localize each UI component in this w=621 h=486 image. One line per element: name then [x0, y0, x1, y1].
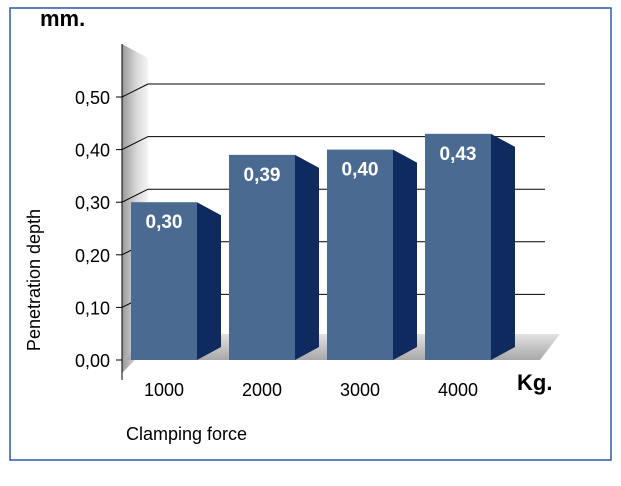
bar	[327, 149, 393, 360]
y-unit-label: mm.	[40, 6, 85, 31]
x-axis-title: Clamping force	[126, 424, 247, 444]
bar	[131, 202, 197, 360]
bar-data-label: 0,43	[440, 144, 477, 165]
x-tick-label: 1000	[144, 380, 184, 400]
x-tick-label: 3000	[340, 380, 380, 400]
x-unit-label: Kg.	[517, 370, 552, 395]
y-tick-label: 0,10	[75, 298, 110, 318]
y-axis-title: Penetration depth	[24, 209, 44, 351]
bar-data-label: 0,40	[342, 160, 379, 181]
bar-side	[295, 154, 319, 360]
bar-side	[197, 202, 221, 360]
bar	[229, 154, 295, 360]
gridline-wall	[121, 188, 149, 203]
bar-side	[491, 133, 515, 360]
y-tick-label: 0,50	[75, 88, 110, 108]
bar-side	[393, 149, 417, 360]
y-tick-label: 0,20	[75, 246, 110, 266]
bar-data-label: 0,30	[146, 212, 183, 233]
gridline-wall	[121, 136, 149, 151]
y-tick-label: 0,40	[75, 141, 110, 161]
x-tick-label: 2000	[242, 380, 282, 400]
bar	[425, 133, 491, 360]
y-tick-label: 0,00	[75, 351, 110, 371]
y-tick-label: 0,30	[75, 193, 110, 213]
bar-data-label: 0,39	[244, 165, 281, 186]
x-tick-label: 4000	[438, 380, 478, 400]
gridline-wall	[121, 83, 149, 98]
